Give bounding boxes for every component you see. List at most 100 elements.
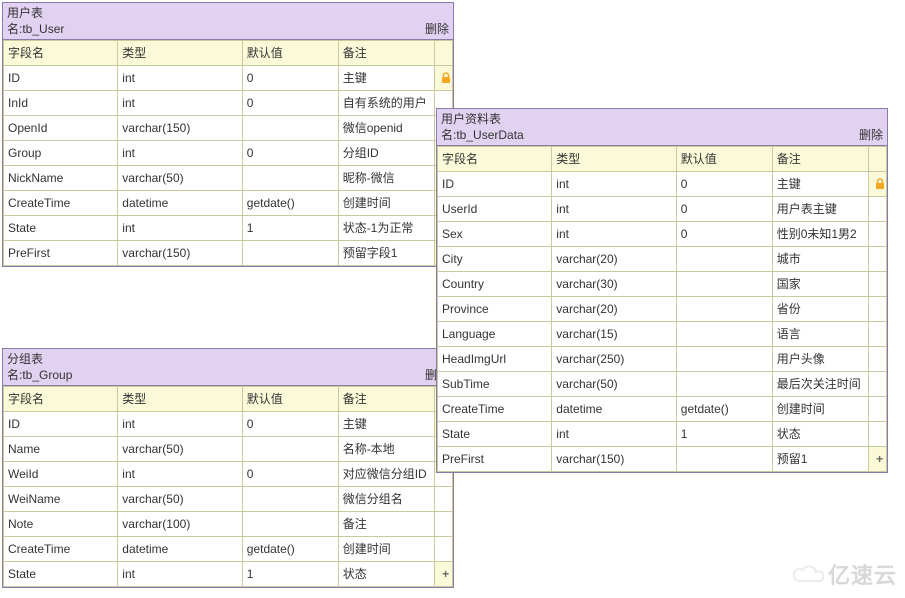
cell-d[interactable]: 1 xyxy=(242,562,338,587)
add-row-button[interactable]: + xyxy=(868,447,886,472)
cell-d[interactable] xyxy=(242,512,338,537)
cell-t[interactable]: varchar(50) xyxy=(118,166,242,191)
table-row[interactable]: Languagevarchar(15)语言 xyxy=(438,322,887,347)
cell-n[interactable]: 主键 xyxy=(338,66,434,91)
table-row[interactable]: Stateint1状态 xyxy=(438,422,887,447)
table-row[interactable]: CreateTimedatetimegetdate()创建时间 xyxy=(4,191,453,216)
cell-t[interactable]: varchar(250) xyxy=(552,347,676,372)
cell-n[interactable]: 创建时间 xyxy=(772,397,868,422)
cell-d[interactable]: 0 xyxy=(242,462,338,487)
cell-d[interactable] xyxy=(676,372,772,397)
cell-t[interactable]: varchar(150) xyxy=(552,447,676,472)
cell-t[interactable]: datetime xyxy=(118,537,242,562)
table-row[interactable]: IDint0主键 xyxy=(438,172,887,197)
cell-f[interactable]: State xyxy=(4,216,118,241)
cell-t[interactable]: datetime xyxy=(552,397,676,422)
cell-d[interactable] xyxy=(676,297,772,322)
cell-t[interactable]: int xyxy=(552,222,676,247)
cell-d[interactable]: getdate() xyxy=(676,397,772,422)
cell-d[interactable] xyxy=(242,241,338,266)
cell-f[interactable]: CreateTime xyxy=(438,397,552,422)
cell-f[interactable]: UserId xyxy=(438,197,552,222)
table-row[interactable]: PreFirstvarchar(150)预留字段1+ xyxy=(4,241,453,266)
table-row[interactable]: InIdint0自有系统的用户 xyxy=(4,91,453,116)
cell-d[interactable]: 0 xyxy=(676,172,772,197)
cell-f[interactable]: Language xyxy=(438,322,552,347)
card-header[interactable]: 用户表名:tb_User删除 xyxy=(3,3,453,40)
cell-t[interactable]: varchar(50) xyxy=(118,437,242,462)
cell-f[interactable]: Note xyxy=(4,512,118,537)
add-row-button[interactable]: + xyxy=(434,562,452,587)
cell-f[interactable]: PreFirst xyxy=(4,241,118,266)
delete-button[interactable]: 删除 xyxy=(859,126,883,143)
cell-d[interactable] xyxy=(242,166,338,191)
card-header[interactable]: 用户资料表名:tb_UserData删除 xyxy=(437,109,887,146)
table-row[interactable]: Stateint1状态-1为正常 xyxy=(4,216,453,241)
cell-t[interactable]: varchar(50) xyxy=(118,487,242,512)
cell-t[interactable]: int xyxy=(118,66,242,91)
cell-d[interactable] xyxy=(242,487,338,512)
cell-n[interactable]: 预留字段1 xyxy=(338,241,434,266)
schema-card-tb_UserData[interactable]: 用户资料表名:tb_UserData删除字段名类型默认值备注IDint0主键Us… xyxy=(436,108,888,473)
cell-d[interactable] xyxy=(676,322,772,347)
table-row[interactable]: Sexint0性别0未知1男2 xyxy=(438,222,887,247)
cell-n[interactable]: 状态-1为正常 xyxy=(338,216,434,241)
table-row[interactable]: PreFirstvarchar(150)预留1+ xyxy=(438,447,887,472)
cell-f[interactable]: State xyxy=(438,422,552,447)
schema-card-tb_Group[interactable]: 分组表名:tb_Group删除字段名类型默认值备注IDint0主键Namevar… xyxy=(2,348,454,588)
cell-n[interactable]: 对应微信分组ID xyxy=(338,462,434,487)
cell-n[interactable]: 预留1 xyxy=(772,447,868,472)
cell-n[interactable]: 微信分组名 xyxy=(338,487,434,512)
cell-d[interactable]: getdate() xyxy=(242,191,338,216)
cell-t[interactable]: int xyxy=(118,462,242,487)
cell-f[interactable]: State xyxy=(4,562,118,587)
cell-f[interactable]: HeadImgUrl xyxy=(438,347,552,372)
cell-n[interactable]: 省份 xyxy=(772,297,868,322)
cell-t[interactable]: int xyxy=(552,172,676,197)
cell-t[interactable]: int xyxy=(118,412,242,437)
cell-t[interactable]: int xyxy=(118,91,242,116)
cell-n[interactable]: 用户表主键 xyxy=(772,197,868,222)
cell-n[interactable]: 分组ID xyxy=(338,141,434,166)
cell-t[interactable]: int xyxy=(118,216,242,241)
cell-n[interactable]: 主键 xyxy=(338,412,434,437)
table-row[interactable]: WeiIdint0对应微信分组ID xyxy=(4,462,453,487)
cell-t[interactable]: varchar(30) xyxy=(552,272,676,297)
table-row[interactable]: Countryvarchar(30)国家 xyxy=(438,272,887,297)
table-row[interactable]: Cityvarchar(20)城市 xyxy=(438,247,887,272)
cell-d[interactable]: 0 xyxy=(242,141,338,166)
table-row[interactable]: WeiNamevarchar(50)微信分组名 xyxy=(4,487,453,512)
table-row[interactable]: Notevarchar(100)备注 xyxy=(4,512,453,537)
cell-f[interactable]: Group xyxy=(4,141,118,166)
cell-d[interactable] xyxy=(242,437,338,462)
cell-d[interactable]: 0 xyxy=(676,197,772,222)
cell-f[interactable]: City xyxy=(438,247,552,272)
table-row[interactable]: HeadImgUrlvarchar(250)用户头像 xyxy=(438,347,887,372)
cell-n[interactable]: 城市 xyxy=(772,247,868,272)
cell-f[interactable]: SubTime xyxy=(438,372,552,397)
cell-n[interactable]: 性别0未知1男2 xyxy=(772,222,868,247)
table-row[interactable]: CreateTimedatetimegetdate()创建时间 xyxy=(4,537,453,562)
table-row[interactable]: SubTimevarchar(50)最后次关注时间 xyxy=(438,372,887,397)
schema-card-tb_User[interactable]: 用户表名:tb_User删除字段名类型默认值备注IDint0主键InIdint0… xyxy=(2,2,454,267)
table-row[interactable]: IDint0主键 xyxy=(4,412,453,437)
cell-f[interactable]: CreateTime xyxy=(4,537,118,562)
cell-t[interactable]: varchar(150) xyxy=(118,116,242,141)
cell-n[interactable]: 名称-本地 xyxy=(338,437,434,462)
cell-t[interactable]: varchar(150) xyxy=(118,241,242,266)
cell-n[interactable]: 国家 xyxy=(772,272,868,297)
cell-d[interactable] xyxy=(676,272,772,297)
cell-f[interactable]: Name xyxy=(4,437,118,462)
cell-t[interactable]: varchar(50) xyxy=(552,372,676,397)
cell-n[interactable]: 微信openid xyxy=(338,116,434,141)
table-row[interactable]: Provincevarchar(20)省份 xyxy=(438,297,887,322)
cell-t[interactable]: datetime xyxy=(118,191,242,216)
cell-n[interactable]: 状态 xyxy=(338,562,434,587)
cell-f[interactable]: OpenId xyxy=(4,116,118,141)
cell-f[interactable]: ID xyxy=(438,172,552,197)
cell-n[interactable]: 创建时间 xyxy=(338,537,434,562)
table-row[interactable]: CreateTimedatetimegetdate()创建时间 xyxy=(438,397,887,422)
table-row[interactable]: NickNamevarchar(50)昵称-微信 xyxy=(4,166,453,191)
table-row[interactable]: OpenIdvarchar(150) 微信openid xyxy=(4,116,453,141)
cell-n[interactable]: 备注 xyxy=(338,512,434,537)
